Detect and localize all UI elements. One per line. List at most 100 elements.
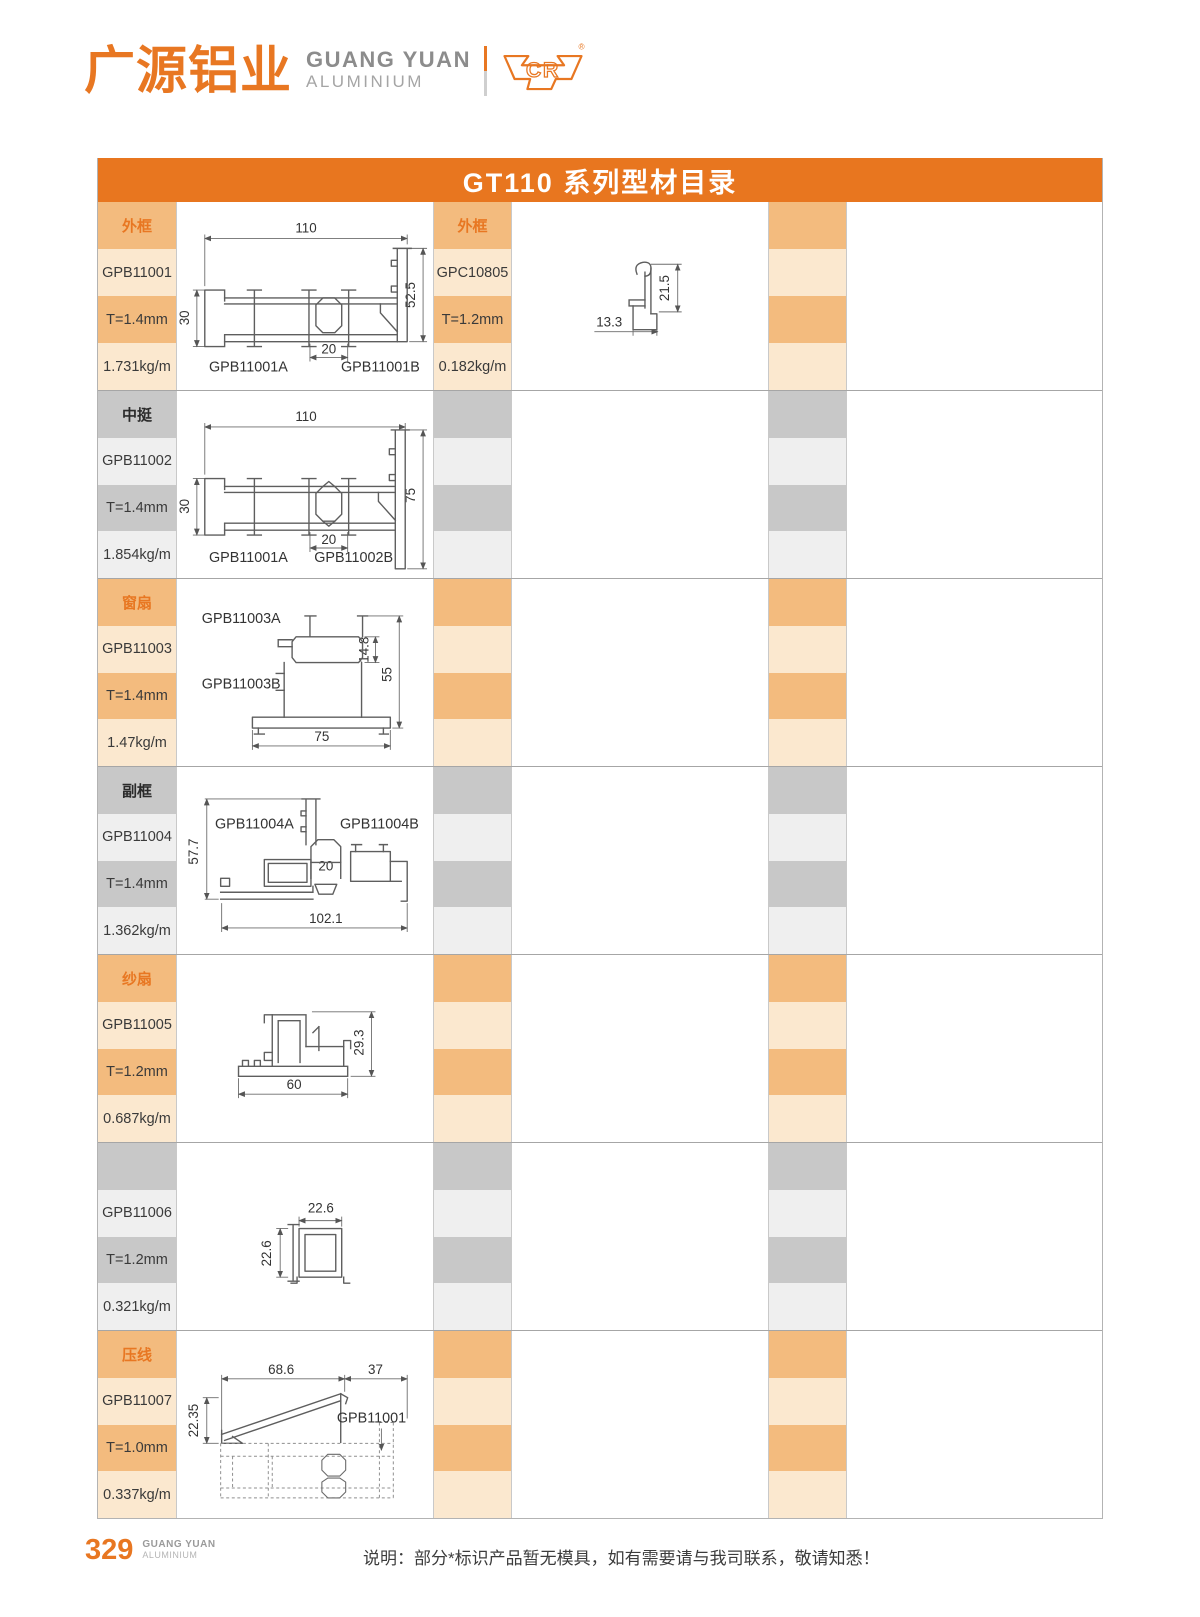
profile-drawing-gpb11005: 29.3 60 (176, 955, 434, 1142)
profile-outline (287, 1223, 351, 1284)
dim-left: 30 (177, 499, 192, 514)
catalog-table: GT110 系列型材目录 外框 GPB11001 T=1.4mm 1.731kg… (97, 158, 1103, 1519)
category-label: 外框 (434, 202, 511, 249)
category-label: 副框 (98, 767, 176, 814)
table-row-gpb11002: 中挺 GPB11002 T=1.4mm 1.854kg/m 110 30 (98, 390, 1102, 578)
thickness-label: T=1.4mm (98, 672, 176, 720)
profile-drawing-gpc10805: 13.3 21.5 (511, 202, 769, 390)
empty-drawing-cell (846, 579, 1102, 766)
weight-label: 1.731kg/m (98, 343, 176, 390)
reference-profile-label: GPB11001 (337, 1411, 406, 1427)
empty-label-column (769, 579, 846, 766)
profile-label-column: 中挺 GPB11002 T=1.4mm 1.854kg/m (98, 391, 176, 578)
empty-drawing-cell (846, 1143, 1102, 1330)
weight-label: 1.362kg/m (98, 907, 176, 954)
dimension-lines (237, 1011, 376, 1099)
thickness-label: T=1.2mm (98, 1236, 176, 1284)
profile-code: GPB11005 (98, 1001, 176, 1049)
cr-logo-icon: CR ® (499, 40, 587, 101)
category-label: 窗扇 (98, 579, 176, 626)
weight-label: 0.337kg/m (98, 1471, 176, 1518)
profile-drawing-gpb11007: 68.6 37 22.35 GPB11001 (176, 1331, 434, 1518)
profile-drawing-gpb11001: 110 30 52.5 20 GPB11001A GPB11001B (176, 202, 434, 390)
registered-mark: ® (578, 43, 584, 52)
profile-code: GPB11003 (98, 625, 176, 673)
brand-name-chinese: 广源铝业 (84, 42, 293, 99)
category-label: 外框 (98, 202, 176, 249)
thickness-label: T=1.0mm (98, 1424, 176, 1472)
thickness-label: T=1.4mm (98, 296, 176, 343)
table-row-gpb11007: 压线 GPB11007 T=1.0mm 0.337kg/m 68.6 37 22… (98, 1330, 1102, 1518)
empty-drawing-cell (846, 202, 1102, 390)
profile-drawing-gpb11002: 110 30 75 20 GPB11001A GPB11002B (176, 391, 434, 578)
profile-drawing-gpb11004: 57.7 102.1 20 GPB11004A GPB11 (176, 767, 434, 954)
empty-drawing-cell (511, 391, 769, 578)
empty-drawing-cell (846, 391, 1102, 578)
profile-drawing-gpb11006: 22.6 22.6 (176, 1143, 434, 1330)
dim-right: 75 (403, 488, 418, 503)
dim-width: 110 (295, 220, 316, 235)
empty-label-column (434, 1143, 511, 1330)
empty-label-column (434, 391, 511, 578)
profile-label-column: GPB11006 T=1.2mm 0.321kg/m (98, 1143, 176, 1330)
weight-label: 0.687kg/m (98, 1095, 176, 1142)
dim-right: 55 (379, 667, 394, 682)
profile-code: GPB11007 (98, 1377, 176, 1425)
reference-profile-dashed (220, 1422, 394, 1499)
dimension-lines (276, 1216, 343, 1278)
profile-drawing-gpb11003: 14.8 55 75 GPB11003A GPB11003B (176, 579, 434, 766)
table-row-gpb11003: 窗扇 GPB11003 T=1.4mm 1.47kg/m 14.8 55 75 (98, 578, 1102, 766)
thickness-label: T=1.2mm (98, 1048, 176, 1096)
part-label-b: GPB11004B (340, 817, 419, 833)
logo-divider (483, 45, 487, 96)
empty-drawing-cell (846, 767, 1102, 954)
profile-code: GPB11001 (98, 249, 176, 296)
table-row-gpb11001: 外框 GPB11001 T=1.4mm 1.731kg/m 110 30 (98, 202, 1102, 390)
profile-code: GPC10805 (434, 249, 511, 296)
empty-drawing-cell (511, 1331, 769, 1518)
part-label-b: GPB11002B (314, 550, 393, 566)
weight-label: 0.321kg/m (98, 1283, 176, 1330)
dim-bottom: 102.1 (309, 911, 342, 926)
thickness-label: T=1.2mm (434, 296, 511, 343)
empty-drawing-cell (511, 579, 769, 766)
empty-label-column (769, 202, 846, 390)
dimension-lines (192, 422, 428, 570)
part-label-a: GPB11004A (215, 817, 294, 833)
dim-width: 110 (295, 409, 316, 424)
thermal-break-hexagons (321, 1453, 347, 1499)
table-row-gpb11005: 纱扇 GPB11005 T=1.2mm 0.687kg/m 29.3 60 (98, 954, 1102, 1142)
dim-right: 29.3 (352, 1030, 367, 1056)
dimension-lines (202, 1374, 408, 1452)
empty-label-column (434, 767, 511, 954)
empty-label-column (769, 391, 846, 578)
profile-outline (220, 1392, 349, 1445)
profile-code: GPB11002 (98, 437, 176, 485)
empty-label-column (434, 955, 511, 1142)
category-label: 中挺 (98, 391, 176, 438)
dim-left: 22.35 (186, 1404, 201, 1437)
profile-code: GPB11006 (98, 1189, 176, 1237)
thickness-label: T=1.4mm (98, 860, 176, 908)
profile-outline (237, 1014, 352, 1077)
empty-drawing-cell (511, 955, 769, 1142)
table-row-gpb11004: 副框 GPB11004 T=1.4mm 1.362kg/m 57.7 102.1… (98, 766, 1102, 954)
dim-left: 22.6 (259, 1240, 274, 1266)
dim-bottom: 75 (314, 729, 329, 744)
thickness-label: T=1.4mm (98, 484, 176, 532)
dim-bottom: 13.3 (596, 315, 622, 330)
profile-label-column: 外框 GPB11001 T=1.4mm 1.731kg/m (98, 202, 176, 390)
brand-name-en-primary: GUANG YUAN (306, 47, 471, 73)
empty-label-column (434, 579, 511, 766)
cr-logo-letters: CR (526, 59, 560, 82)
dim-top: 22.6 (308, 1201, 334, 1216)
category-label (98, 1143, 176, 1190)
empty-drawing-cell (846, 1331, 1102, 1518)
dim-left: 57.7 (186, 839, 201, 865)
page-number: 329 (85, 1534, 134, 1566)
dim-top-right: 37 (368, 1362, 383, 1377)
footer-brand-secondary: ALUMINIUM (142, 1550, 198, 1560)
part-label-a: GPB11001A (209, 550, 288, 566)
dim-bottom: 60 (287, 1077, 302, 1092)
weight-label: 0.182kg/m (434, 343, 511, 390)
